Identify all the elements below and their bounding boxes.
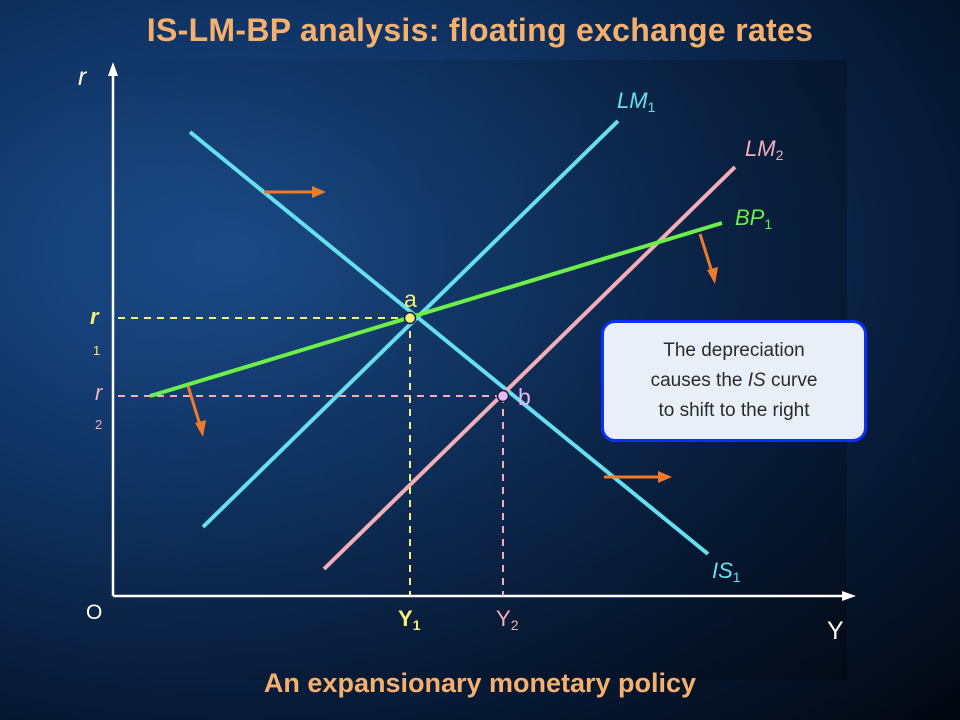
- explanation-text: The depreciation causes the IS curve to …: [650, 340, 818, 421]
- bp1-label: BP1: [735, 205, 773, 232]
- lm2-curve: [322, 165, 737, 571]
- shift-arrows: [186, 186, 718, 483]
- x-axis-arrowhead: [842, 591, 856, 601]
- slide-title: IS-LM-BP analysis: floating exchange rat…: [146, 12, 814, 48]
- y1-label: Y1: [398, 606, 421, 633]
- bp1-curve: [149, 221, 723, 398]
- is1-label: IS1: [712, 558, 741, 585]
- explanation-box: The depreciation causes the IS curve to …: [601, 320, 867, 442]
- lm1-label: LM1: [617, 88, 656, 115]
- equilibrium-point-a: [403, 311, 417, 325]
- r1-label: r: [90, 304, 99, 329]
- r2-subscript: 2: [95, 417, 103, 432]
- lm2-label: LM2: [745, 136, 784, 163]
- r1-subscript: 1: [93, 343, 101, 358]
- origin-label: O: [86, 601, 103, 624]
- equilibrium-point-b: [496, 389, 510, 403]
- bp-shift-arrow-right: [698, 233, 714, 273]
- is-shift-arrow-top-head: [312, 186, 326, 198]
- y2-label: Y2: [496, 606, 519, 633]
- point-b-label: b: [518, 384, 531, 410]
- slide-subtitle: An expansionary monetary policy: [263, 668, 697, 698]
- bp-shift-arrow-left-head: [195, 420, 206, 437]
- x-axis-label: Y: [827, 617, 844, 645]
- point-a-label: a: [404, 286, 417, 312]
- y-axis-label: r: [78, 63, 87, 91]
- r2-label: r: [95, 380, 103, 405]
- bp-shift-arrow-right-head: [707, 267, 718, 284]
- is-shift-arrow-bottom-head: [658, 471, 672, 483]
- bp-shift-arrow-left: [186, 385, 202, 426]
- is1-curve: [188, 130, 710, 556]
- y-axis-arrowhead: [108, 62, 118, 76]
